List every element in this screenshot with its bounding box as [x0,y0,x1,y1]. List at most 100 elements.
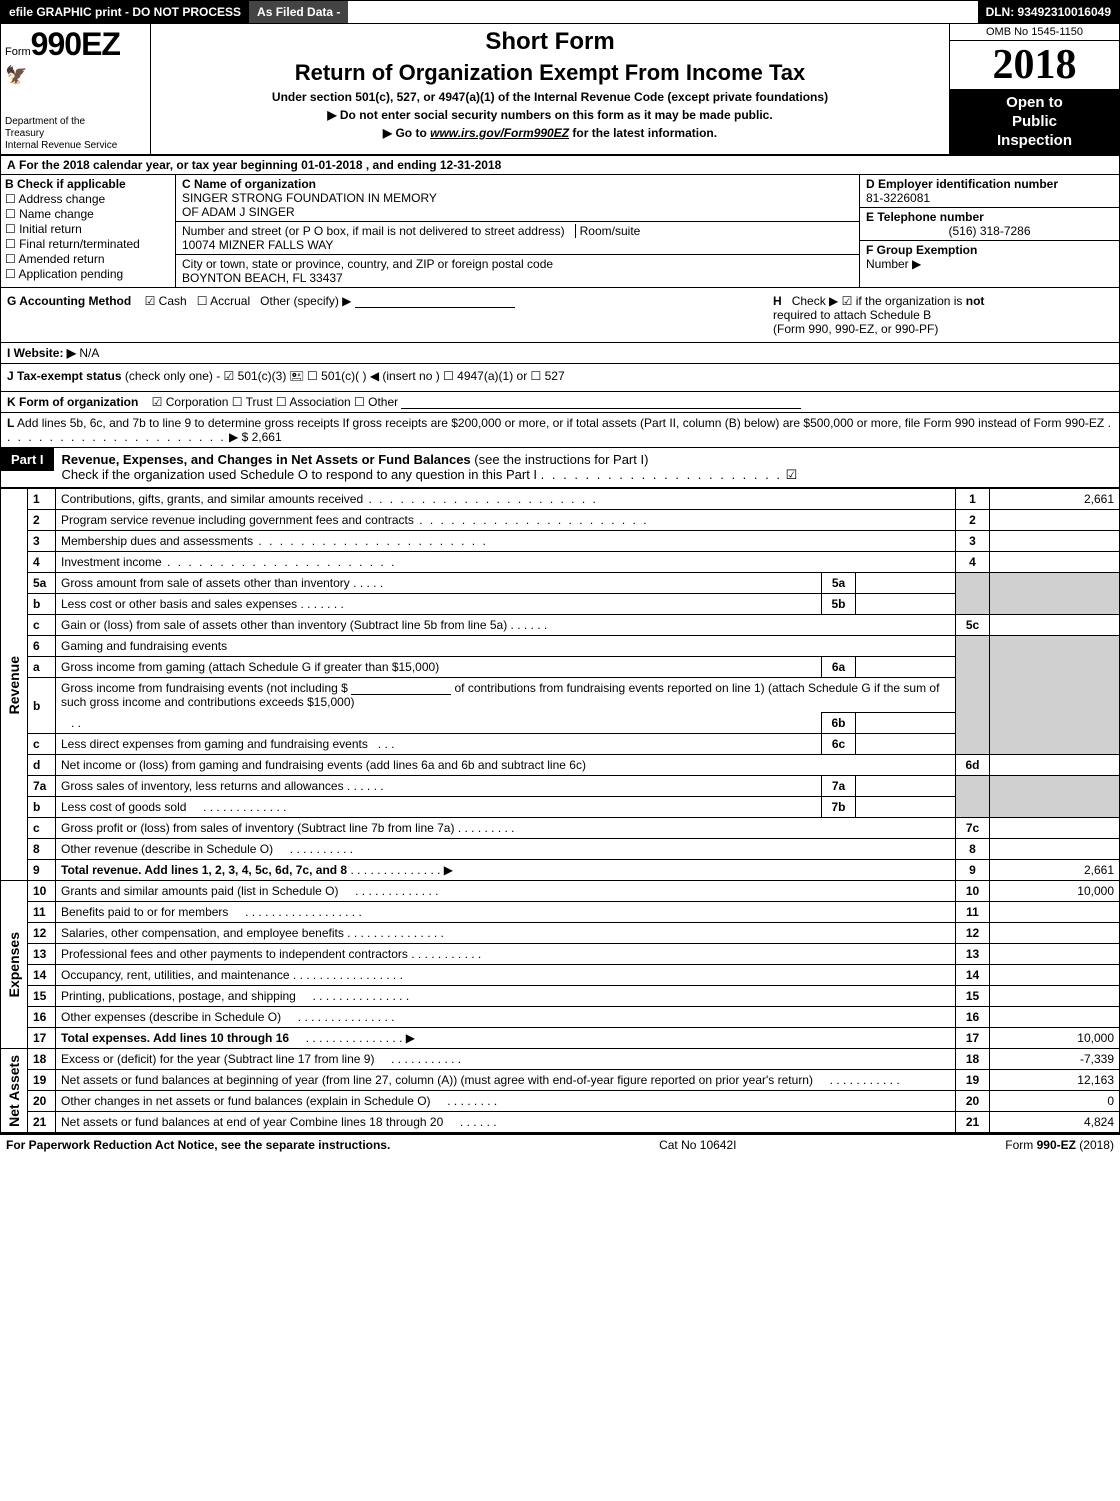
dept-line2: Treasury [5,128,146,140]
l19-num: 19 [28,1070,56,1091]
chk-name[interactable]: ☐ Name change [5,207,171,221]
l6-greyamt [990,636,1120,755]
l10-text: Grants and similar amounts paid (list in… [61,884,338,898]
line-6a: a Gross income from gaming (attach Sched… [1,657,1120,678]
l15-text: Printing, publications, postage, and shi… [61,989,296,1003]
l19-box: 19 [956,1070,990,1091]
line-6b-1: b Gross income from fundraising events (… [1,678,1120,713]
irs-link[interactable]: www.irs.gov/Form990EZ [430,126,569,140]
part1-checkmark: ☑ [786,467,798,482]
l19-text: Net assets or fund balances at beginning… [61,1073,813,1087]
l4-box: 4 [956,552,990,573]
l5a-subamt [856,573,956,594]
subtitle: Under section 501(c), 527, or 4947(a)(1)… [159,90,941,104]
l11-box: 11 [956,902,990,923]
goto-line: ▶ Go to www.irs.gov/Form990EZ for the la… [159,126,941,140]
l-label: L [7,416,14,430]
chk-amended[interactable]: ☐ Amended return [5,252,171,266]
part1-title-block: Revenue, Expenses, and Changes in Net As… [54,448,1119,487]
l6b-desc1: Gross income from fundraising events (no… [56,678,956,713]
footer-left: For Paperwork Reduction Act Notice, see … [6,1138,390,1152]
line-5c: c Gain or (loss) from sale of assets oth… [1,615,1120,636]
l17-amt: 10,000 [990,1028,1120,1049]
chk-pending[interactable]: ☐ Application pending [5,267,171,281]
l11-text: Benefits paid to or for members [61,905,228,919]
l6b-sub: 6b [822,713,856,734]
open-to-public: Open to Public Inspection [950,90,1119,154]
line-10: Expenses 10 Grants and similar amounts p… [1,881,1120,902]
l7c-text: Gross profit or (loss) from sales of inv… [61,821,454,835]
chk-address[interactable]: ☐ Address change [5,192,171,206]
j-text: (check only one) - ☑ 501(c)(3) 🖭 ☐ 501(c… [125,369,565,383]
l8-num: 8 [28,839,56,860]
line-19: 19 Net assets or fund balances at beginn… [1,1070,1120,1091]
l16-text: Other expenses (describe in Schedule O) [61,1010,281,1024]
l2-desc: Program service revenue including govern… [56,510,956,531]
goto-post: for the latest information. [569,126,717,140]
l6a-sub: 6a [822,657,856,678]
line-18: Net Assets 18 Excess or (deficit) for th… [1,1049,1120,1070]
l18-num: 18 [28,1049,56,1070]
header-right: OMB No 1545-1150 2018 Open to Public Ins… [949,24,1119,154]
c-city-row: City or town, state or province, country… [176,255,859,287]
phone-value: (516) 318-7286 [866,224,1113,238]
h-text2: required to attach Schedule B [773,308,931,322]
l18-text: Excess or (deficit) for the year (Subtra… [61,1052,374,1066]
l3-desc: Membership dues and assessments [56,531,956,552]
l14-desc: Occupancy, rent, utilities, and maintena… [56,965,956,986]
part1-header: Part I Revenue, Expenses, and Changes in… [0,448,1120,488]
row-l: L Add lines 5b, 6c, and 7b to line 9 to … [0,413,1120,448]
l11-desc: Benefits paid to or for members . . . . … [56,902,956,923]
chk-initial[interactable]: ☐ Initial return [5,222,171,236]
l5b-desc: Less cost or other basis and sales expen… [56,594,822,615]
l6-desc: Gaming and fundraising events [56,636,956,657]
l7c-desc: Gross profit or (loss) from sales of inv… [56,818,956,839]
form-number: Form 990EZ [1,24,150,65]
l7a-desc: Gross sales of inventory, less returns a… [56,776,822,797]
l5c-box: 5c [956,615,990,636]
l1-amt: 2,661 [990,489,1120,510]
l13-num: 13 [28,944,56,965]
l6d-box: 6d [956,755,990,776]
g-other[interactable]: Other (specify) ▶ [260,294,351,308]
line-8: 8 Other revenue (describe in Schedule O)… [1,839,1120,860]
l14-num: 14 [28,965,56,986]
g-other-input[interactable] [355,294,515,308]
l6b-blank[interactable] [351,681,451,695]
l4-num: 4 [28,552,56,573]
l1-text: Contributions, gifts, grants, and simila… [61,492,363,506]
header-mid: Short Form Return of Organization Exempt… [151,24,949,154]
e-label: E Telephone number [866,210,984,224]
l6d-desc: Net income or (loss) from gaming and fun… [56,755,956,776]
line-6b-2: . . 6b [1,713,1120,734]
l8-amt [990,839,1120,860]
l7b-num: b [28,797,56,818]
l2-amt [990,510,1120,531]
row-a: A For the 2018 calendar year, or tax yea… [0,156,1120,175]
open-l2: Public [952,113,1117,132]
g-cash[interactable]: ☑ Cash [145,294,187,308]
chk-final[interactable]: ☐ Final return/terminated [5,237,171,251]
l14-box: 14 [956,965,990,986]
col-c: C Name of organization SINGER STRONG FOU… [176,175,859,287]
k-other-input[interactable] [401,395,801,409]
l-text: Add lines 5b, 6c, and 7b to line 9 to de… [17,416,1104,430]
l7a-num: 7a [28,776,56,797]
line-16: 16 Other expenses (describe in Schedule … [1,1007,1120,1028]
l14-amt [990,965,1120,986]
g-accrual[interactable]: ☐ Accrual [197,294,250,308]
line-9: 9 Total revenue. Add lines 1, 2, 3, 4, 5… [1,860,1120,881]
tax-year: 2018 [950,41,1119,90]
line-13: 13 Professional fees and other payments … [1,944,1120,965]
side-net: Net Assets [1,1049,28,1133]
header-left: Form 990EZ 🦅 Department of the Treasury … [1,24,151,154]
d-row: D Employer identification number 81-3226… [860,175,1119,208]
l6-num: 6 [28,636,56,657]
l7b-desc: Less cost of goods sold . . . . . . . . … [56,797,822,818]
omb-number: OMB No 1545-1150 [950,24,1119,41]
l8-desc: Other revenue (describe in Schedule O) .… [56,839,956,860]
line-7b: b Less cost of goods sold . . . . . . . … [1,797,1120,818]
l4-desc: Investment income [56,552,956,573]
l9-num: 9 [28,860,56,881]
l17-text: Total expenses. Add lines 10 through 16 [61,1031,289,1045]
